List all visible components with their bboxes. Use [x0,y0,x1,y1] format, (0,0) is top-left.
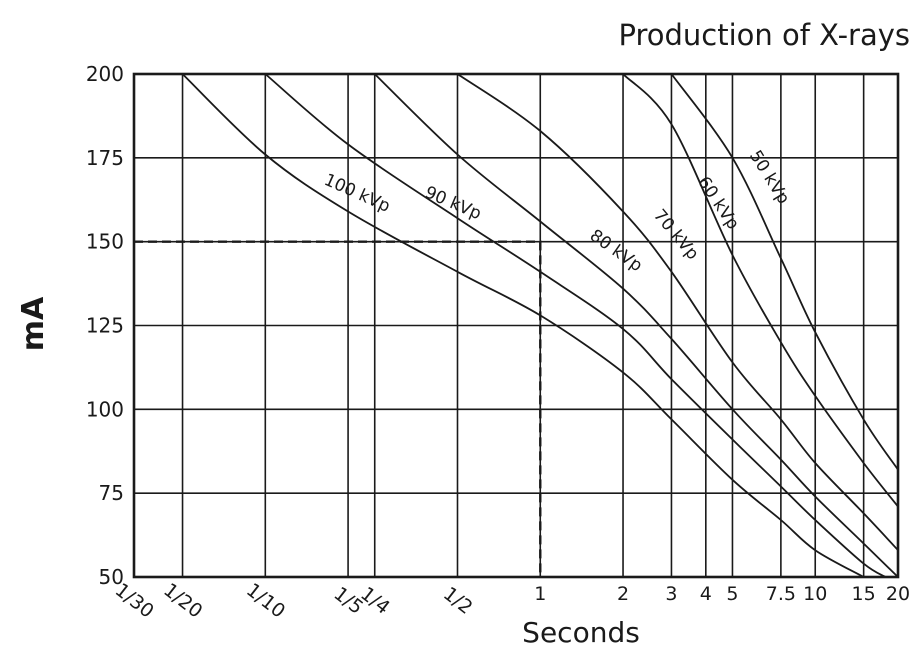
y-tick-label: 175 [86,146,124,170]
y-tick-label: 75 [99,481,124,505]
x-tick-label: 1/20 [159,579,206,623]
x-tick-label: 5 [726,583,738,605]
curve-label-90-kvp: 90 kVp [422,183,484,225]
x-tick-label: 3 [665,583,677,605]
curve-label-100-kvp: 100 kVp [321,170,393,217]
curve-label-80-kvp: 80 kVp [586,226,646,276]
chart-title: Production of X-rays [618,18,910,52]
curve-50-kvp [670,73,899,471]
x-tick-label: 7.5 [766,583,796,605]
y-tick-label: 100 [86,397,124,421]
y-tick-label: 200 [86,62,124,86]
x-tick-label: 10 [803,583,827,605]
curve-70-kvp [456,73,899,551]
x-tick-label: 2 [617,583,629,605]
curve-layer [134,73,899,578]
x-tick-label: 1 [534,583,546,605]
x-tick-label: 1/4 [356,583,394,619]
x-tick-label: 1/10 [242,579,289,623]
curve-80-kvp [374,73,899,578]
y-tick-label: 150 [86,230,124,254]
y-tick-label: 125 [86,314,124,338]
grid-layer [133,73,899,578]
y-axis-label: mA [16,296,51,351]
curve-label-70-kvp: 70 kVp [649,206,702,264]
tick-layer: 1/30 1/20 1/10 1/51/4 1/2 1 2 3 4 5 7.5 10 15 2050751… [86,62,910,623]
curve-100-kvp [181,73,865,578]
x-tick-label: 1/2 [439,583,477,619]
curve-60-kvp [622,73,899,508]
x-tick-label: 4 [700,583,712,605]
x-axis-label: Seconds [522,616,640,649]
x-tick-label: 15 [852,583,876,605]
plot-frame [132,72,900,579]
y-tick-label: 50 [99,565,124,589]
curve-90-kvp [264,73,886,578]
curve-label-50-kvp: 50 kVp [745,147,793,208]
reference-dashed-line [134,240,542,577]
x-tick-label: 20 [886,583,910,605]
